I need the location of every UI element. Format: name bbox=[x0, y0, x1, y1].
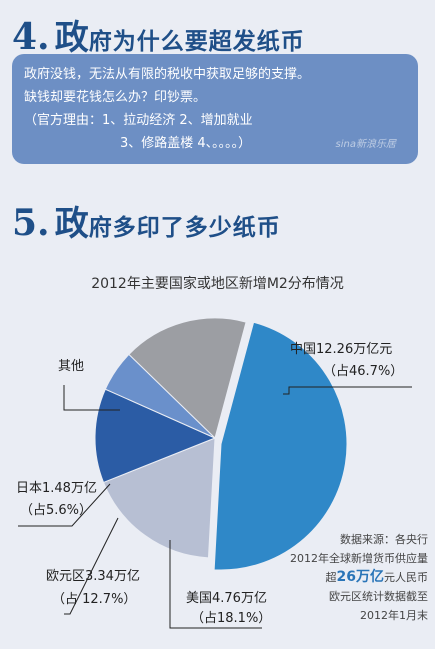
section-5-title: 5. 政府多印了多少纸币 bbox=[12, 196, 281, 245]
label-china-name: 中国12.26万亿元 bbox=[290, 342, 393, 357]
label-eurozone: 欧元区3.34万亿 bbox=[46, 569, 140, 584]
label-japan: 日本1.48万亿 bbox=[16, 481, 97, 496]
label-us: 美国4.76万亿 bbox=[186, 591, 267, 606]
leader-eurozone bbox=[64, 517, 119, 615]
source-line-3-pre: 超 bbox=[325, 571, 337, 584]
data-source-note: 数据来源：各央行 2012年全球新增货币供应量 超26万亿元人民币 欧元区统计数… bbox=[278, 530, 428, 625]
leader-china bbox=[283, 386, 412, 395]
sina-watermark: sina新浪乐居 bbox=[335, 139, 396, 150]
label-us-share: （占18.1%） bbox=[191, 611, 272, 626]
source-highlight-amount: 26万亿 bbox=[336, 569, 384, 585]
source-line-5: 2012年1月末 bbox=[360, 609, 428, 622]
chart-title: 2012年主要国家或地区新增M2分布情况 bbox=[91, 276, 344, 292]
section-5-title-first-char: 政 bbox=[54, 204, 89, 244]
section-4-title-rest: 府为什么要超发纸币 bbox=[88, 29, 305, 55]
reason-box: 政府没钱，无法从有限的税收中获取足够的支撑。 缺钱却要花钱怎么办？印钞票。 （官… bbox=[12, 54, 418, 164]
section-5-number: 5. bbox=[12, 202, 50, 244]
section-5-title-rest: 府多印了多少纸币 bbox=[88, 215, 281, 241]
pie-slice-china bbox=[213, 321, 348, 571]
label-eurozone-share: （占 12.7%） bbox=[52, 592, 137, 607]
reason-line-4: 3、修路盖楼 4、。。。。） bbox=[120, 136, 252, 151]
source-line-1: 数据来源：各央行 bbox=[340, 533, 428, 546]
pie-slice-us bbox=[102, 437, 216, 559]
label-china: 中国12.26万亿元 bbox=[290, 340, 392, 360]
leader-us bbox=[169, 540, 262, 629]
source-line-3: 超26万亿元人民币 bbox=[278, 568, 428, 587]
pie-slice-other bbox=[128, 317, 247, 439]
label-japan-share: （占5.6%） bbox=[20, 503, 93, 518]
source-line-4: 欧元区统计数据截至 bbox=[329, 590, 428, 603]
pie-slice-eurozone bbox=[94, 388, 217, 484]
section-4-title: 4. 政府为什么要超发纸币 bbox=[12, 10, 305, 59]
label-china-share: （占46.7%） bbox=[323, 364, 404, 379]
leader-japan bbox=[18, 483, 111, 527]
source-line-2: 2012年全球新增货币供应量 bbox=[290, 552, 428, 565]
section-4-title-first-char: 政 bbox=[54, 18, 89, 58]
section-4-number: 4. bbox=[12, 16, 50, 58]
reason-line-3: （官方理由：1、拉动经济 2、增加就业 bbox=[24, 113, 253, 128]
reason-line-1: 政府没钱，无法从有限的税收中获取足够的支撑。 bbox=[24, 67, 311, 82]
source-line-3-post: 元人民币 bbox=[384, 571, 428, 584]
label-other: 其他 bbox=[58, 359, 85, 374]
reason-line-2: 缺钱却要花钱怎么办？印钞票。 bbox=[24, 90, 207, 105]
leader-other bbox=[63, 385, 120, 411]
